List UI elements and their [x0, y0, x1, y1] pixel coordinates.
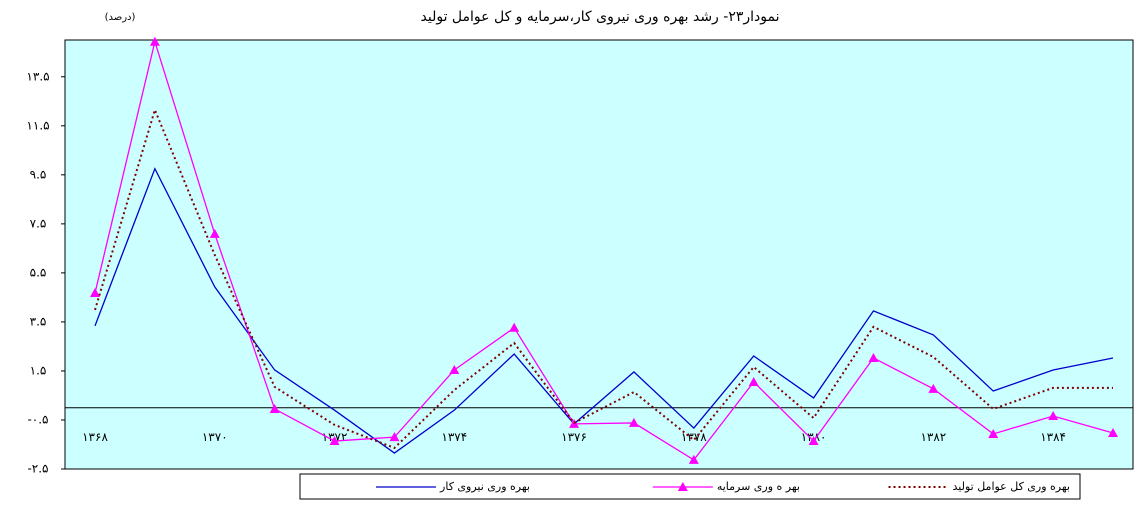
series-line: [94, 167, 1114, 454]
x-tick-label: ۱۳۷۴: [441, 430, 467, 444]
y-tick-label: ۱۱.۵: [26, 118, 49, 132]
y-tick-label: ۱۳.۵: [26, 69, 49, 83]
series-line: [94, 39, 1114, 461]
y-unit: (درصد): [105, 12, 136, 23]
y-tick-label: ۳.۵: [30, 314, 47, 328]
series-marker: [90, 287, 100, 297]
y-tick-label: ۱.۵: [30, 363, 47, 377]
series-marker: [988, 428, 999, 438]
y-tick-label: -۰.۵: [27, 412, 48, 426]
series-marker: [329, 436, 340, 446]
y-tick-label: ۹.۵: [30, 167, 47, 181]
series-marker: [269, 403, 280, 413]
x-tick-label: ۱۳۷۸: [681, 430, 707, 444]
series-marker: [808, 436, 819, 446]
series-marker: [1108, 427, 1118, 437]
x-tick-label: ۱۳۶۸: [82, 430, 108, 444]
series-marker: [628, 417, 639, 427]
y-tick-label: ۷.۵: [30, 216, 47, 230]
legend-label: بهره وری کل عوامل تولید: [953, 480, 1070, 493]
series-marker: [149, 36, 160, 46]
series-marker: [389, 432, 400, 442]
legend-label: بهر ه وری سرمایه: [717, 480, 800, 493]
x-tick-label: ۱۳۸۲: [920, 430, 946, 444]
series-marker: [688, 454, 699, 464]
series-marker: [449, 364, 460, 374]
series-line: [94, 106, 1113, 450]
x-tick-label: ۱۳۷۰: [202, 430, 228, 444]
series-marker: [868, 352, 879, 362]
x-tick-label: ۱۳۸۴: [1040, 430, 1066, 444]
y-tick-label: -۲.۵: [27, 462, 48, 476]
legend-label: بهره وری نیروی کار: [439, 480, 530, 493]
x-tick-label: ۱۳۷۶: [561, 430, 587, 444]
series-marker: [748, 376, 759, 386]
y-tick-label: ۵.۵: [30, 265, 47, 279]
series-marker: [1048, 411, 1059, 421]
plot-area: [64, 39, 1134, 470]
series-marker: [509, 322, 520, 332]
series-marker: [209, 228, 220, 238]
legend-marker: [677, 482, 688, 491]
chart-title: نمودار۲۳- رشد بهره وری نیروی کار،سرمایه …: [421, 9, 780, 25]
series-marker: [928, 383, 939, 393]
